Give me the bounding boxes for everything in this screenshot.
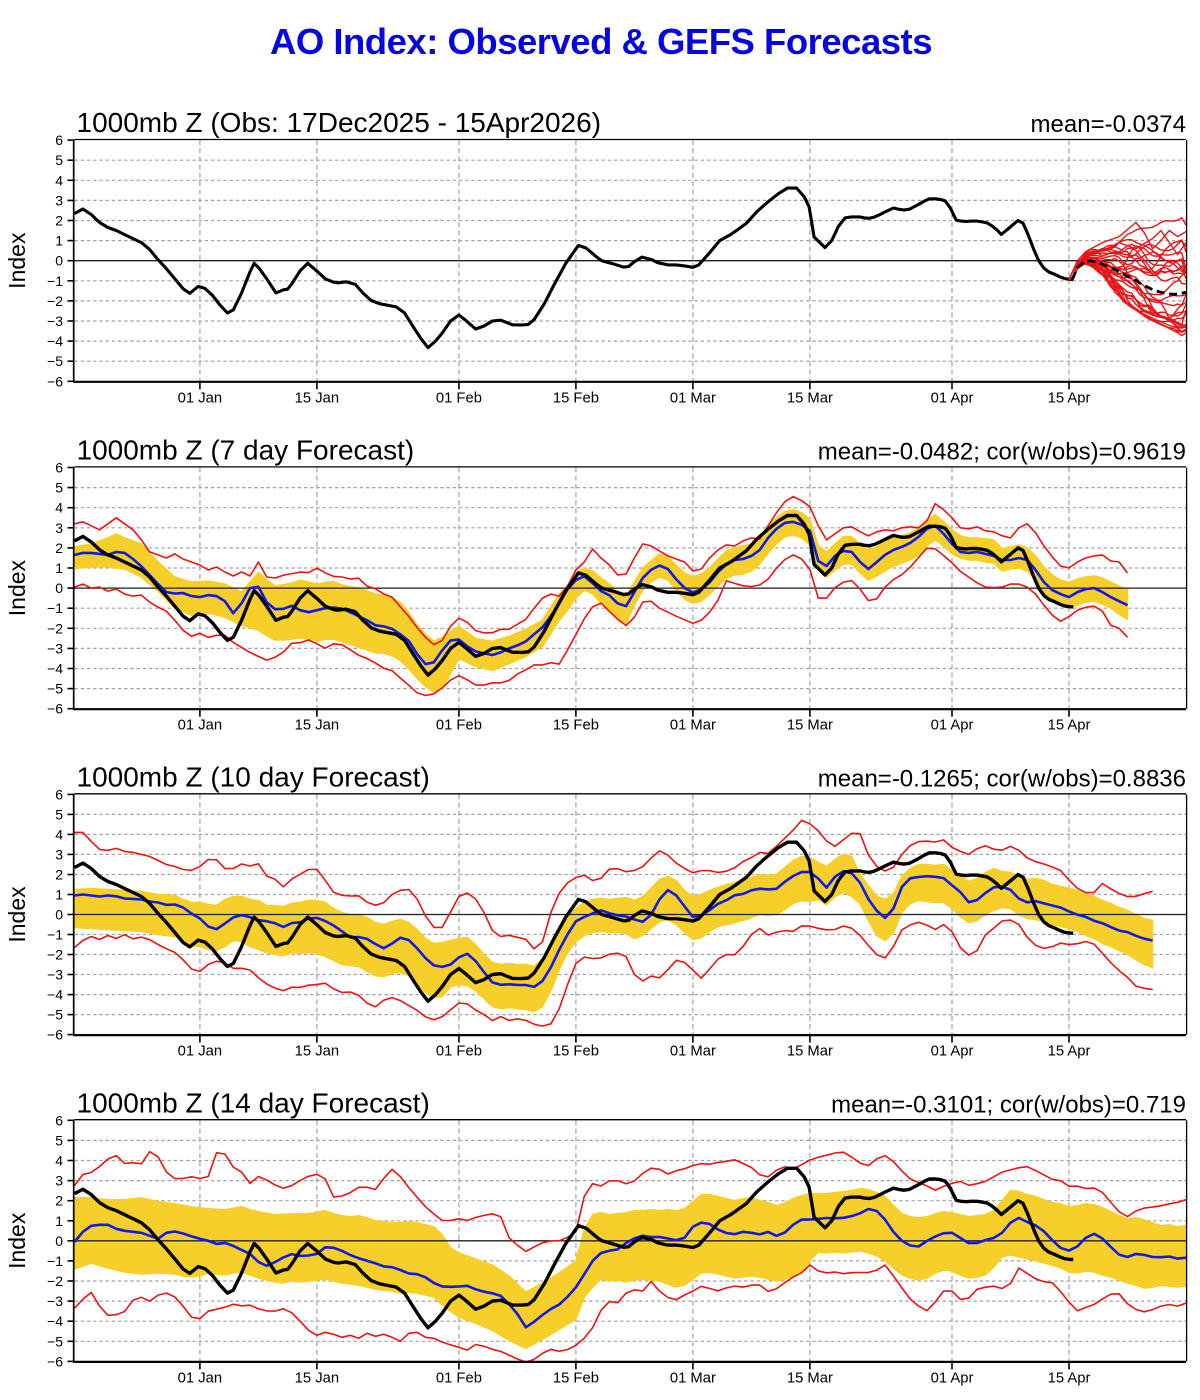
svg-text:1000mb Z (Obs: 17Dec2025 - 15A: 1000mb Z (Obs: 17Dec2025 - 15Apr2026) — [77, 107, 602, 138]
svg-text:mean=-0.1265; cor(w/obs)=0.883: mean=-0.1265; cor(w/obs)=0.8836 — [818, 765, 1186, 792]
svg-text:2: 2 — [55, 213, 63, 229]
svg-text:0: 0 — [55, 580, 63, 596]
svg-text:−3: −3 — [47, 967, 63, 983]
svg-text:−5: −5 — [47, 1007, 63, 1023]
svg-text:01 Apr: 01 Apr — [931, 718, 974, 734]
svg-text:2: 2 — [55, 540, 63, 556]
svg-text:3: 3 — [55, 520, 63, 536]
svg-text:3: 3 — [55, 846, 63, 862]
svg-text:01 Jan: 01 Jan — [178, 390, 222, 406]
svg-text:01 Mar: 01 Mar — [670, 718, 716, 734]
svg-text:15 Mar: 15 Mar — [787, 1044, 833, 1060]
svg-text:15 Jan: 15 Jan — [295, 1370, 339, 1386]
svg-text:1: 1 — [55, 1213, 63, 1229]
svg-text:4: 4 — [55, 172, 63, 188]
svg-text:15 Jan: 15 Jan — [295, 390, 339, 406]
svg-text:15 Apr: 15 Apr — [1048, 718, 1091, 734]
svg-text:01 Apr: 01 Apr — [931, 1370, 974, 1386]
svg-text:1: 1 — [55, 887, 63, 903]
svg-text:3: 3 — [55, 192, 63, 208]
svg-text:−4: −4 — [47, 987, 63, 1003]
svg-text:01 Jan: 01 Jan — [178, 1044, 222, 1060]
svg-text:−4: −4 — [47, 1313, 63, 1329]
svg-text:01 Apr: 01 Apr — [931, 390, 974, 406]
svg-text:01 Feb: 01 Feb — [436, 1044, 482, 1060]
svg-text:−6: −6 — [47, 1027, 63, 1043]
svg-text:−4: −4 — [47, 661, 63, 677]
svg-text:2: 2 — [55, 867, 63, 883]
svg-text:4: 4 — [55, 826, 63, 842]
svg-text:−2: −2 — [47, 293, 63, 309]
svg-text:1000mb Z (10 day Forecast): 1000mb Z (10 day Forecast) — [77, 761, 430, 792]
svg-text:−2: −2 — [47, 947, 63, 963]
svg-text:15 Feb: 15 Feb — [553, 390, 599, 406]
svg-text:−5: −5 — [47, 1333, 63, 1349]
svg-text:−6: −6 — [47, 1353, 63, 1369]
svg-text:01 Feb: 01 Feb — [436, 1370, 482, 1386]
svg-text:5: 5 — [55, 1132, 63, 1148]
svg-text:15 Feb: 15 Feb — [553, 1044, 599, 1060]
svg-text:15 Mar: 15 Mar — [787, 718, 833, 734]
svg-text:6: 6 — [55, 460, 63, 476]
svg-text:15 Mar: 15 Mar — [787, 390, 833, 406]
svg-text:01 Mar: 01 Mar — [670, 1044, 716, 1060]
svg-text:15 Apr: 15 Apr — [1048, 1370, 1091, 1386]
svg-text:Index: Index — [4, 886, 30, 943]
svg-text:mean=-0.0374: mean=-0.0374 — [1031, 111, 1186, 138]
svg-text:−2: −2 — [47, 620, 63, 636]
svg-text:−5: −5 — [47, 353, 63, 369]
svg-text:01 Mar: 01 Mar — [670, 390, 716, 406]
svg-text:−5: −5 — [47, 681, 63, 697]
svg-text:Index: Index — [4, 1212, 30, 1269]
svg-text:0: 0 — [55, 907, 63, 923]
svg-text:AO Index: Observed & GEFS Fore: AO Index: Observed & GEFS Forecasts — [270, 21, 932, 62]
svg-text:01 Feb: 01 Feb — [436, 718, 482, 734]
svg-text:01 Mar: 01 Mar — [670, 1370, 716, 1386]
svg-text:6: 6 — [55, 132, 63, 148]
svg-text:mean=-0.0482; cor(w/obs)=0.961: mean=-0.0482; cor(w/obs)=0.9619 — [818, 439, 1186, 466]
svg-text:15 Feb: 15 Feb — [553, 1370, 599, 1386]
svg-text:−4: −4 — [47, 333, 63, 349]
svg-text:01 Apr: 01 Apr — [931, 1044, 974, 1060]
svg-text:6: 6 — [55, 786, 63, 802]
svg-text:Index: Index — [4, 559, 30, 616]
svg-text:−1: −1 — [47, 1253, 63, 1269]
svg-text:15 Apr: 15 Apr — [1048, 390, 1091, 406]
svg-text:−3: −3 — [47, 640, 63, 656]
svg-text:−6: −6 — [47, 373, 63, 389]
svg-text:6: 6 — [55, 1112, 63, 1128]
svg-text:4: 4 — [55, 1153, 63, 1169]
svg-text:−3: −3 — [47, 1293, 63, 1309]
svg-text:3: 3 — [55, 1173, 63, 1189]
svg-text:−3: −3 — [47, 313, 63, 329]
svg-text:5: 5 — [55, 480, 63, 496]
svg-text:5: 5 — [55, 806, 63, 822]
svg-text:5: 5 — [55, 152, 63, 168]
svg-text:1000mb Z (14 day Forecast): 1000mb Z (14 day Forecast) — [77, 1087, 430, 1118]
svg-text:0: 0 — [55, 253, 63, 269]
svg-text:15 Jan: 15 Jan — [295, 718, 339, 734]
svg-text:15 Jan: 15 Jan — [295, 1044, 339, 1060]
svg-text:−1: −1 — [47, 600, 63, 616]
svg-text:15 Mar: 15 Mar — [787, 1370, 833, 1386]
svg-text:15 Feb: 15 Feb — [553, 718, 599, 734]
svg-text:2: 2 — [55, 1193, 63, 1209]
svg-text:01 Feb: 01 Feb — [436, 390, 482, 406]
svg-text:−1: −1 — [47, 273, 63, 289]
svg-text:4: 4 — [55, 500, 63, 516]
svg-text:1: 1 — [55, 233, 63, 249]
svg-text:−2: −2 — [47, 1273, 63, 1289]
svg-text:−6: −6 — [47, 701, 63, 717]
svg-text:1000mb Z (7 day Forecast): 1000mb Z (7 day Forecast) — [77, 435, 415, 466]
svg-text:15 Apr: 15 Apr — [1048, 1044, 1091, 1060]
svg-text:1: 1 — [55, 560, 63, 576]
svg-text:01 Jan: 01 Jan — [178, 718, 222, 734]
svg-text:mean=-0.3101; cor(w/obs)=0.719: mean=-0.3101; cor(w/obs)=0.719 — [831, 1091, 1186, 1118]
svg-text:−1: −1 — [47, 927, 63, 943]
svg-text:0: 0 — [55, 1233, 63, 1249]
svg-text:01 Jan: 01 Jan — [178, 1370, 222, 1386]
svg-text:Index: Index — [4, 232, 30, 289]
